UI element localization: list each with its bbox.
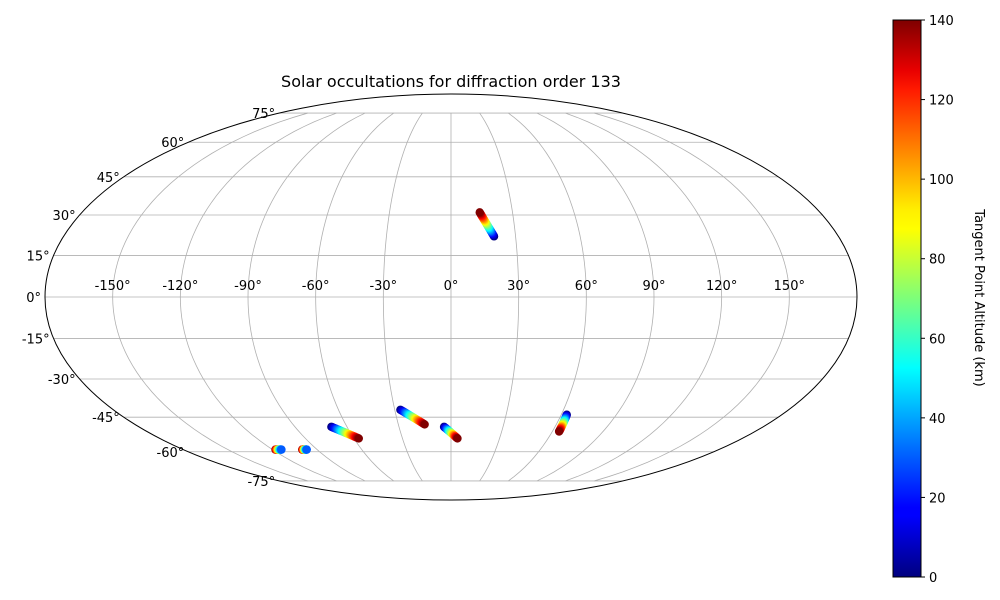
longitude-tick-label: -90° <box>234 279 262 294</box>
latitude-tick-label: -45° <box>92 411 120 426</box>
occultation-track <box>475 208 499 241</box>
longitude-tick-label: 90° <box>642 279 665 294</box>
colorbar: 0 20 40 60 80 100 120 140 Tangent Point Altitud… <box>892 14 986 586</box>
latitude-tick-labels: 75° 60° 45° 30° 15° 0° -15° -30° -45° -60° -75° <box>22 107 275 490</box>
longitude-tick-label: 0° <box>444 279 459 294</box>
colorbar-tick-label: 140 <box>929 14 954 29</box>
occultation-point <box>302 445 311 454</box>
longitude-tick-label: -30° <box>369 279 397 294</box>
map-outline <box>44 93 858 501</box>
latitude-tick-label: -60° <box>157 446 185 461</box>
longitude-tick-label: -120° <box>162 279 198 294</box>
longitude-gridline <box>565 112 723 482</box>
colorbar-tick-label: 120 <box>929 94 954 109</box>
latitude-tick-label: 15° <box>27 249 50 264</box>
colorbar-ticks: 0 20 40 60 80 100 120 140 <box>921 14 954 586</box>
longitude-gridline <box>247 112 366 482</box>
colorbar-tick-label: 60 <box>929 332 946 347</box>
longitude-tick-label: -150° <box>95 279 131 294</box>
longitude-tick-label: 60° <box>575 279 598 294</box>
longitude-gridline <box>315 112 394 482</box>
chart-title: Solar occultations for diffraction order… <box>281 72 621 91</box>
longitude-gridline <box>536 112 655 482</box>
occultation-point <box>554 427 564 436</box>
latitude-tick-label: -15° <box>22 333 50 348</box>
latitude-tick-label: -75° <box>247 475 275 490</box>
colorbar-label: Tangent Point Altitude (km) <box>971 208 986 386</box>
longitude-tick-label: 120° <box>706 279 737 294</box>
longitude-tick-labels: -150° -120° -90° -60° -30° 0° 30° 60° 90° 120° 150… <box>95 279 805 294</box>
longitude-tick-label: 150° <box>774 279 805 294</box>
latitude-tick-label: 75° <box>252 107 275 122</box>
occultation-track <box>439 422 462 443</box>
colorbar-gradient <box>892 19 922 578</box>
occultation-point <box>277 445 286 454</box>
latitude-tick-label: 60° <box>161 136 184 151</box>
occultation-track <box>396 405 429 429</box>
longitude-gridline <box>479 112 520 482</box>
longitude-gridline <box>508 112 587 482</box>
longitude-gridline <box>594 112 790 482</box>
longitude-tick-label: -60° <box>302 279 330 294</box>
longitude-tick-label: 30° <box>507 279 530 294</box>
occultation-point <box>420 420 429 429</box>
occultation-point <box>354 434 363 443</box>
occultation-track <box>327 422 363 443</box>
latitude-tick-label: 30° <box>53 209 76 224</box>
colorbar-tick-label: 100 <box>929 173 954 188</box>
colorbar-tick-label: 0 <box>929 571 937 586</box>
colorbar-tick-label: 40 <box>929 412 946 427</box>
occultation-point <box>475 208 484 217</box>
latitude-tick-label: 45° <box>97 171 120 186</box>
occultation-track <box>271 445 286 454</box>
occultation-track <box>298 445 311 454</box>
colorbar-tick-label: 80 <box>929 253 946 268</box>
occultation-points <box>271 208 571 454</box>
occultation-point <box>453 434 462 443</box>
latitude-tick-label: 0° <box>26 291 41 306</box>
longitude-gridline <box>382 112 423 482</box>
longitude-gridline <box>112 112 308 482</box>
occultation-track <box>554 410 571 436</box>
longitude-gridline <box>179 112 337 482</box>
latitude-tick-label: -30° <box>48 373 76 388</box>
colorbar-tick-label: 20 <box>929 491 946 506</box>
graticule <box>45 112 857 482</box>
